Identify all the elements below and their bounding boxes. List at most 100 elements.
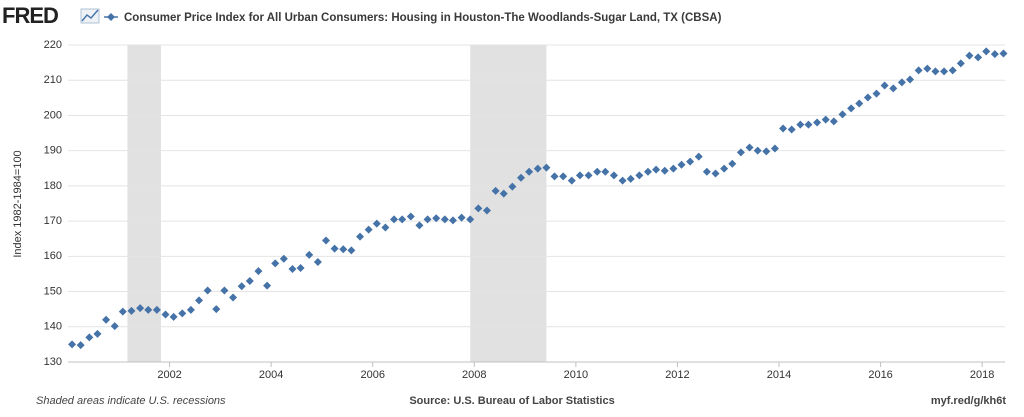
data-point [897, 78, 906, 87]
data-point [626, 174, 635, 183]
x-tick-label: 2018 [970, 369, 994, 381]
data-point [398, 215, 407, 224]
data-point [457, 213, 466, 222]
data-point [347, 246, 356, 255]
data-point [356, 232, 365, 241]
data-point [711, 169, 720, 178]
data-point [110, 322, 119, 331]
data-point [93, 329, 102, 338]
data-point [677, 160, 686, 169]
data-point [152, 305, 161, 314]
data-point [102, 315, 111, 324]
data-point [889, 84, 898, 93]
recession-note: Shaded areas indicate U.S. recessions [36, 395, 226, 407]
data-point [525, 167, 534, 176]
data-point [195, 296, 204, 305]
data-point [254, 267, 263, 276]
data-point [271, 259, 280, 268]
chart-title: Consumer Price Index for All Urban Consu… [124, 12, 722, 24]
data-point [440, 215, 449, 224]
y-tick-label: 150 [44, 285, 62, 297]
data-point [517, 173, 526, 182]
data-point [575, 171, 584, 180]
data-point [821, 115, 830, 124]
data-point [694, 152, 703, 161]
x-tick-label: 2012 [665, 369, 689, 381]
data-point [508, 182, 517, 191]
data-point [482, 206, 491, 215]
data-point [753, 146, 762, 155]
y-tick-label: 160 [44, 250, 62, 262]
logo-icon [80, 8, 100, 24]
data-point [974, 53, 983, 62]
data-point [144, 305, 153, 314]
x-tick-label: 2002 [157, 369, 181, 381]
data-point [736, 148, 745, 157]
data-point [474, 204, 483, 213]
logo-text: FRED [2, 3, 58, 28]
data-point [169, 312, 178, 321]
data-point [593, 167, 602, 176]
data-point [770, 144, 779, 153]
data-point [728, 159, 737, 168]
data-point [762, 147, 771, 156]
data-point [940, 67, 949, 76]
data-point [702, 167, 711, 176]
data-point [415, 221, 424, 230]
data-point [85, 333, 94, 342]
data-point [931, 67, 940, 76]
data-point [279, 254, 288, 263]
data-point [923, 64, 932, 73]
data-point [965, 51, 974, 60]
data-point [127, 306, 136, 315]
data-point [906, 75, 915, 84]
data-point [245, 276, 254, 285]
data-point [838, 110, 847, 119]
data-point [635, 171, 644, 180]
data-point [542, 163, 551, 172]
data-point [618, 176, 627, 185]
y-tick-label: 200 [44, 109, 62, 121]
data-point [364, 225, 373, 234]
data-point [686, 157, 695, 166]
data-point [652, 165, 661, 174]
x-tick-label: 2014 [767, 369, 791, 381]
source: Source: U.S. Bureau of Labor Statistics [409, 395, 614, 407]
data-point [118, 307, 127, 316]
data-point [186, 305, 195, 314]
data-point [863, 93, 872, 102]
data-point [432, 214, 441, 223]
data-point [567, 176, 576, 185]
data-point [381, 223, 390, 232]
data-point [448, 216, 457, 225]
recession-band [127, 45, 161, 362]
y-tick-label: 210 [44, 74, 62, 86]
x-tick-label: 2008 [462, 369, 486, 381]
y-tick-label: 180 [44, 180, 62, 192]
data-point [872, 89, 881, 98]
data-point [220, 286, 229, 295]
x-tick-label: 2010 [564, 369, 588, 381]
data-point [855, 99, 864, 108]
link: myf.red/g/kh6t [931, 395, 1007, 407]
data-point [136, 304, 145, 313]
data-point [491, 186, 500, 195]
y-tick-label: 140 [44, 321, 62, 333]
data-point [339, 245, 348, 254]
data-point [880, 81, 889, 90]
data-point [76, 341, 85, 350]
data-point [829, 117, 838, 126]
data-point [787, 125, 796, 134]
data-point [313, 257, 322, 266]
data-point [847, 104, 856, 113]
data-point [161, 310, 170, 319]
data-point [330, 244, 339, 253]
data-point [423, 215, 432, 224]
data-point [263, 281, 272, 290]
x-tick-label: 2006 [360, 369, 384, 381]
data-point [779, 124, 788, 133]
data-point [914, 66, 923, 75]
data-point [660, 166, 669, 175]
data-point [296, 263, 305, 272]
